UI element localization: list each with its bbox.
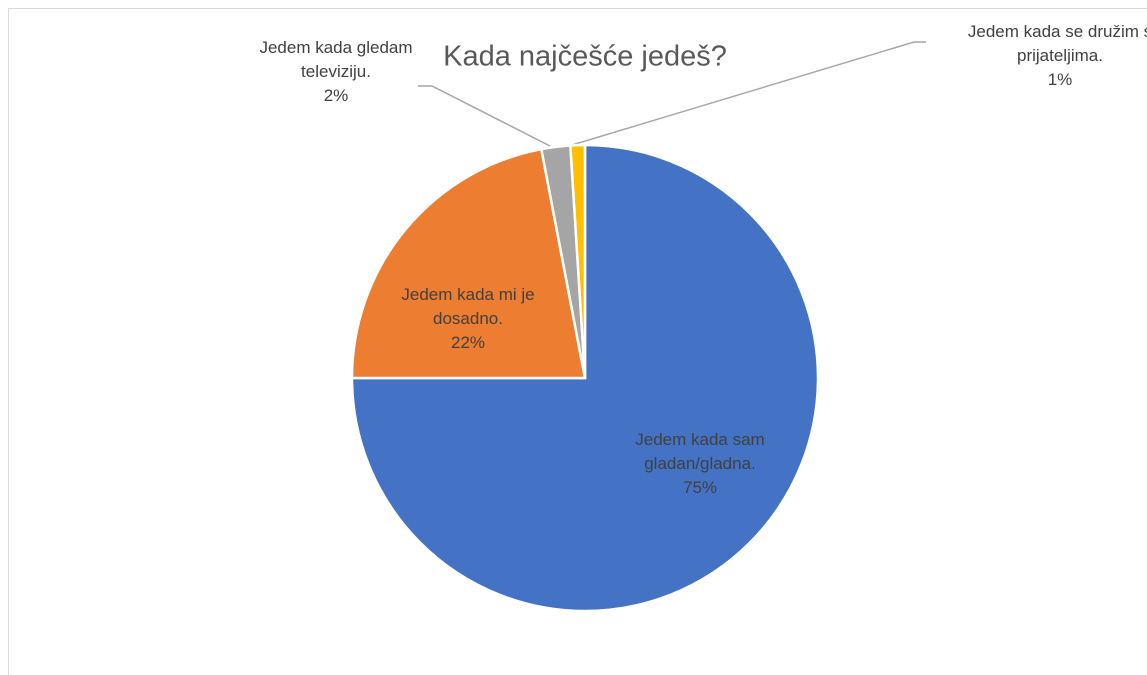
category-label: Jedem kada gledam televiziju. — [259, 38, 413, 81]
value-label: 2% — [323, 86, 349, 105]
leader-line — [418, 85, 551, 147]
category-label: Jedem kada se družim s prijateljima. — [967, 22, 1147, 65]
value-label: 1% — [1047, 70, 1073, 89]
leader-line — [571, 41, 926, 146]
data-label: Jedem kada mi je dosadno. 22% — [368, 283, 568, 355]
pie-slice — [569, 143, 587, 379]
category-label: Jedem kada mi je dosadno. — [401, 285, 535, 328]
value-label: 75% — [682, 478, 718, 497]
category-label: Jedem kada sam gladan/gladna. — [635, 430, 765, 473]
data-label: Jedem kada sam gladan/gladna. 75% — [615, 428, 785, 500]
chart-title: Kada najčešće jedeš? — [443, 41, 727, 73]
data-label: Jedem kada se družim s prijateljima. 1% — [965, 20, 1147, 92]
slices — [350, 143, 820, 613]
value-label: 22% — [450, 333, 486, 352]
data-label: Jedem kada gledam televiziju. 2% — [251, 36, 421, 108]
pie-slice — [350, 147, 587, 380]
chart-border — [8, 8, 1147, 675]
